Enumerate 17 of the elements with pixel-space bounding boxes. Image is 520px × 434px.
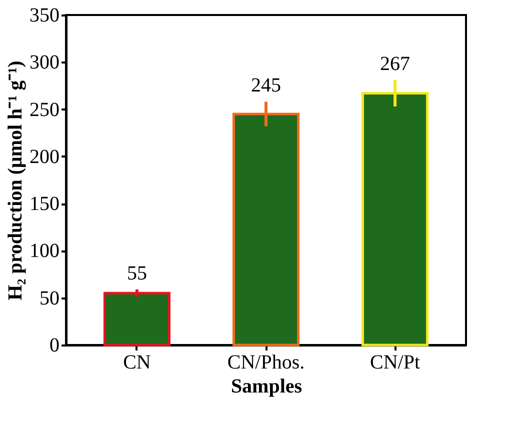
- data-label: 245: [251, 74, 281, 97]
- x-tick-label: CN: [123, 352, 151, 374]
- data-label: 55: [126, 262, 147, 284]
- y-tick-label: 350: [30, 4, 60, 26]
- x-tick-label: CN/Phos.: [227, 352, 305, 374]
- y-axis-title: H₂ production (μmol h⁻¹ g⁻¹): [4, 60, 26, 300]
- y-tick-label: 250: [30, 98, 60, 121]
- data-label: 267: [380, 53, 410, 76]
- y-tick-label: 100: [30, 240, 60, 262]
- y-tick-label: 0: [50, 334, 60, 356]
- x-tick-label: CN/Pt: [370, 352, 420, 374]
- bar: [103, 292, 170, 346]
- y-tick-label: 150: [30, 193, 60, 216]
- y-tick-label: 200: [30, 146, 60, 168]
- x-axis-title: Samples: [230, 376, 302, 398]
- y-tick-label: 300: [30, 52, 60, 74]
- y-tick-label: 50: [40, 287, 60, 310]
